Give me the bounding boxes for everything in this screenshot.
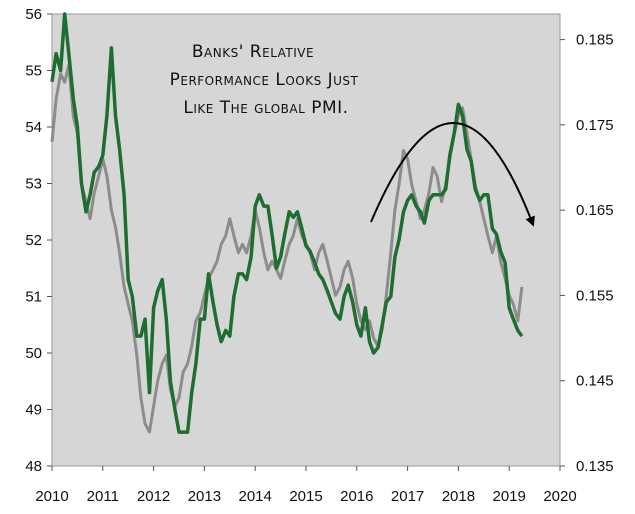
left-tick-label: 48 (25, 458, 42, 475)
right-tick-label: 0.175 (576, 117, 614, 134)
right-tick-label: 0.185 (576, 32, 614, 49)
left-tick-label: 52 (25, 232, 42, 249)
x-tick-label: 2010 (35, 488, 68, 505)
left-tick-label: 54 (25, 119, 42, 136)
annotation-line-3: Like The global PMI. (183, 98, 348, 118)
x-tick-label: 2013 (188, 488, 221, 505)
left-tick-label: 51 (25, 289, 42, 306)
annotation: Banks' Relative Performance Looks Just L… (170, 42, 359, 118)
left-tick-label: 50 (25, 345, 42, 362)
x-tick-label: 2018 (442, 488, 475, 505)
right-tick-label: 0.165 (576, 202, 614, 219)
right-tick-label: 0.145 (576, 373, 614, 390)
left-tick-label: 56 (25, 6, 42, 23)
annotation-line-2: Performance Looks Just (170, 70, 359, 90)
x-tick-label: 2012 (137, 488, 170, 505)
x-tick-label: 2016 (340, 488, 373, 505)
x-tick-label: 2014 (239, 488, 272, 505)
global-pmi-line (50, 12, 524, 434)
right-tick-label: 0.135 (576, 458, 614, 475)
right-tick-label: 0.155 (576, 287, 614, 304)
x-tick-label: 2019 (493, 488, 526, 505)
left-tick-label: 49 (25, 402, 42, 419)
x-tick-label: 2020 (543, 488, 576, 505)
x-tick-label: 2017 (391, 488, 424, 505)
left-tick-label: 55 (25, 63, 42, 80)
trend-arc (370, 122, 535, 227)
x-tick-label: 2015 (289, 488, 322, 505)
x-tick-label: 2011 (87, 488, 119, 505)
annotation-line-1: Banks' Relative (192, 42, 314, 62)
trend-arrow (370, 122, 535, 227)
left-tick-label: 53 (25, 176, 42, 193)
